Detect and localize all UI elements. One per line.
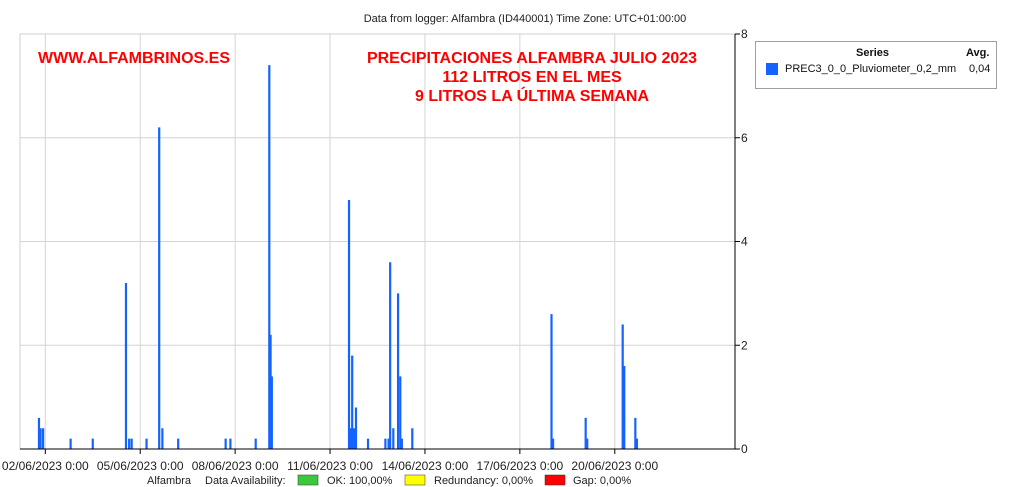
- footer-station: Alfambra: [147, 475, 192, 487]
- y-axis-ticks: 0 2 4 6 8: [735, 27, 748, 456]
- legend-series-name: PREC3_0_0_Pluviometer_0,2_mm: [785, 63, 957, 75]
- footer-ok-label: OK: 100,00%: [327, 475, 393, 487]
- grid: [20, 34, 735, 449]
- x-axis-ticks: 02/06/2023 0:00 05/06/2023 0:00 08/06/2023…: [2, 449, 658, 473]
- overlay-title-line3: 9 LITROS LA ÚLTIMA SEMANA: [415, 86, 650, 105]
- series-prec3: [37, 65, 639, 449]
- footer-gap-label: Gap: 0,00%: [573, 475, 631, 487]
- ok-swatch: [297, 474, 319, 486]
- footer-availability-label: Data Availability:: [205, 475, 286, 487]
- x-tick-label: 14/06/2023 0:00: [382, 459, 469, 473]
- y-tick-label: 6: [741, 131, 748, 145]
- overlay-title-line1: PRECIPITACIONES ALFAMBRA JULIO 2023: [367, 50, 697, 67]
- y-tick-label: 0: [741, 442, 748, 456]
- footer-redundancy-label: Redundancy: 0,00%: [434, 475, 533, 487]
- x-tick-label: 17/06/2023 0:00: [476, 459, 563, 473]
- x-tick-label: 08/06/2023 0:00: [192, 459, 279, 473]
- legend-series-swatch: [766, 63, 778, 75]
- y-tick-label: 8: [741, 27, 748, 41]
- legend-avg-header: Avg.: [966, 47, 990, 59]
- availability-footer: Alfambra Data Availability: OK: 100,00% …: [147, 474, 631, 487]
- logger-info: Data from logger: Alfambra (ID440001) Ti…: [364, 13, 687, 25]
- redundancy-swatch: [404, 474, 426, 486]
- legend: Series Avg. PREC3_0_0_Pluviometer_0,2_mm…: [755, 41, 997, 89]
- legend-series-header: Series: [856, 47, 890, 59]
- overlay-title-line2: 112 LITROS EN EL MES: [442, 69, 622, 86]
- x-tick-label: 11/06/2023 0:00: [287, 459, 373, 473]
- x-tick-label: 20/06/2023 0:00: [571, 459, 658, 473]
- gap-swatch: [544, 474, 566, 486]
- x-tick-label: 02/06/2023 0:00: [2, 459, 89, 473]
- y-tick-label: 4: [741, 235, 748, 249]
- y-tick-label: 2: [741, 338, 748, 352]
- x-tick-label: 05/06/2023 0:00: [97, 459, 184, 473]
- site-watermark: WWW.ALFAMBRINOS.ES: [38, 50, 230, 67]
- legend-series-avg: 0,04: [969, 63, 991, 75]
